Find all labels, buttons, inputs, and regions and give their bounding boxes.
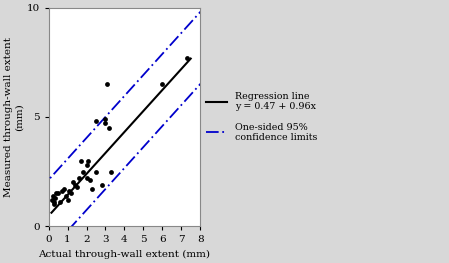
Point	[64, 198, 71, 202]
Point	[79, 169, 86, 174]
Point	[58, 189, 66, 193]
Point	[88, 187, 96, 191]
Point	[52, 196, 59, 200]
Point	[74, 185, 81, 189]
Point	[92, 119, 100, 123]
Point	[51, 202, 58, 206]
Point	[51, 200, 58, 204]
Point	[158, 82, 166, 86]
Point	[62, 194, 69, 198]
Point	[87, 178, 94, 182]
Legend: Regression line
y = 0.47 + 0.96x, One-sided 95%
confidence limits: Regression line y = 0.47 + 0.96x, One-si…	[207, 92, 317, 142]
Point	[106, 126, 113, 130]
Point	[83, 163, 90, 167]
Point	[92, 169, 100, 174]
Point	[77, 159, 84, 163]
Y-axis label: Measured through-wall extent
(mm): Measured through-wall extent (mm)	[4, 37, 23, 197]
Point	[68, 191, 75, 195]
Point	[102, 117, 109, 121]
X-axis label: Actual through-wall extent (mm): Actual through-wall extent (mm)	[39, 250, 211, 259]
Point	[102, 121, 109, 125]
Point	[108, 169, 115, 174]
Point	[98, 183, 105, 187]
Point	[183, 56, 190, 60]
Point	[54, 191, 62, 195]
Point	[57, 200, 64, 204]
Point	[70, 180, 77, 185]
Point	[60, 187, 67, 191]
Point	[85, 159, 92, 163]
Point	[71, 183, 79, 187]
Point	[53, 191, 60, 195]
Point	[104, 82, 111, 86]
Point	[49, 198, 56, 202]
Point	[75, 176, 83, 180]
Point	[83, 176, 90, 180]
Point	[50, 194, 57, 198]
Point	[66, 189, 73, 193]
